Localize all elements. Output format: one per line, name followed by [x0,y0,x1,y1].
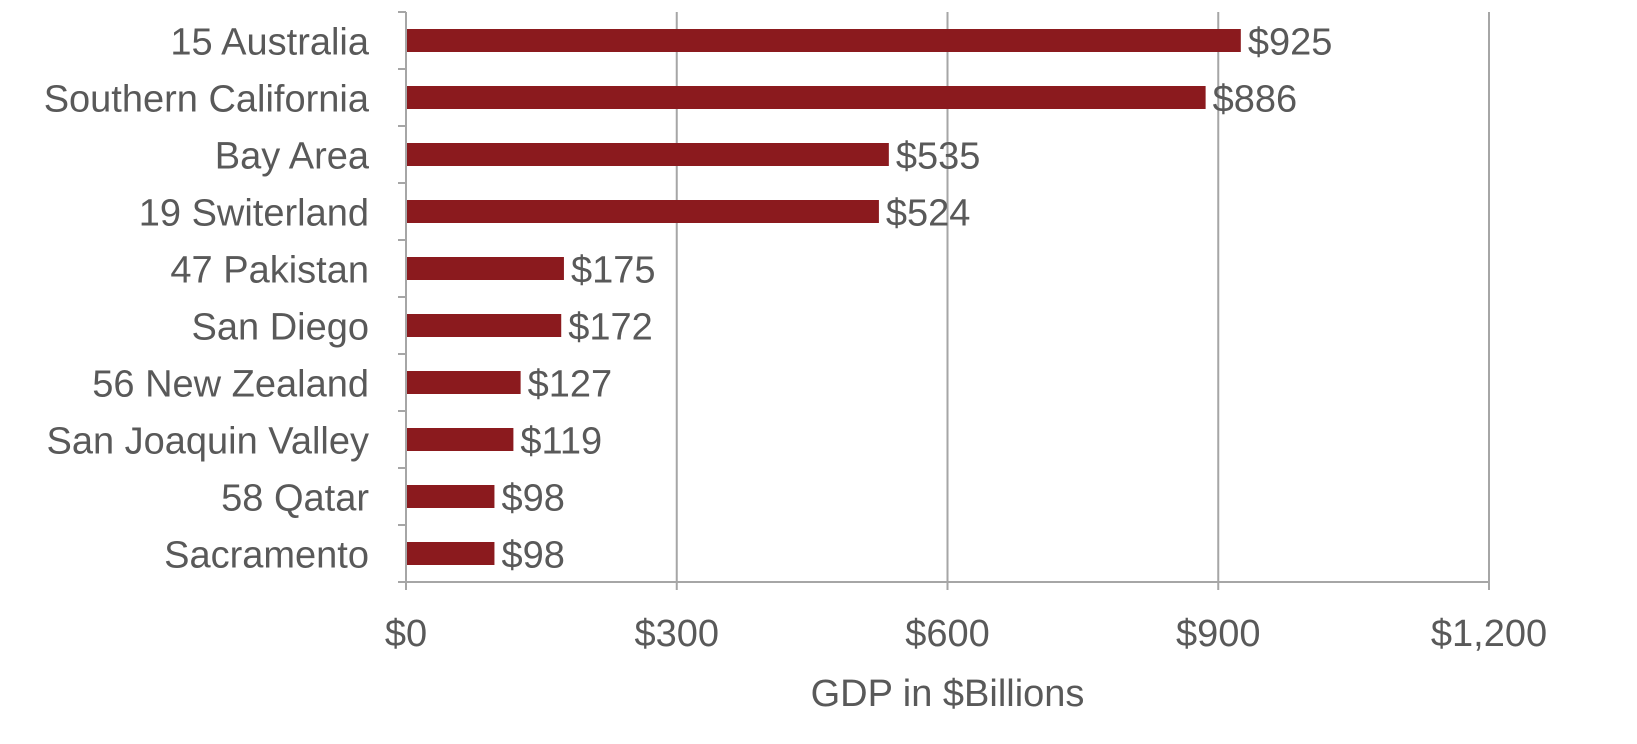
bar [406,200,879,223]
bar [406,542,495,565]
labels: $925 15 Australia $886 Southern California $… [44,22,1547,656]
value-label: $886 [1213,79,1298,121]
x-axis-title: GDP in $Billions [811,673,1085,715]
category-label: 58 Qatar [221,478,369,520]
category-label: 56 New Zealand [92,364,369,406]
x-tick-label: $0 [385,613,427,655]
value-label: $172 [568,307,653,349]
x-tick-label: $300 [634,613,719,655]
x-tick-label: $1,200 [1431,613,1547,655]
bar [406,485,495,508]
bar [406,257,564,280]
category-label: Sacramento [164,535,369,577]
bar [406,428,514,451]
category-label: Southern California [44,79,370,121]
category-label: San Diego [192,307,369,349]
category-label: 47 Pakistan [170,250,369,292]
value-label: $119 [520,421,602,463]
x-tick-label: $600 [905,613,990,655]
category-label: Bay Area [215,136,370,178]
x-tick-label: $900 [1176,613,1261,655]
value-label: $524 [886,193,971,235]
value-label: $98 [501,535,564,577]
bars [406,29,1241,565]
value-label: $535 [896,136,981,178]
bar [406,29,1241,52]
category-label: 19 Switerland [139,193,369,235]
value-label: $127 [528,364,613,406]
bar [406,371,521,394]
value-label: $98 [501,478,564,520]
category-label: 15 Australia [170,22,369,64]
bar [406,86,1206,109]
bar [406,314,562,337]
axes [398,11,1490,590]
value-label: $925 [1248,22,1333,64]
bar [406,143,889,166]
category-label: San Joaquin Valley [46,421,369,463]
value-label: $175 [571,250,656,292]
